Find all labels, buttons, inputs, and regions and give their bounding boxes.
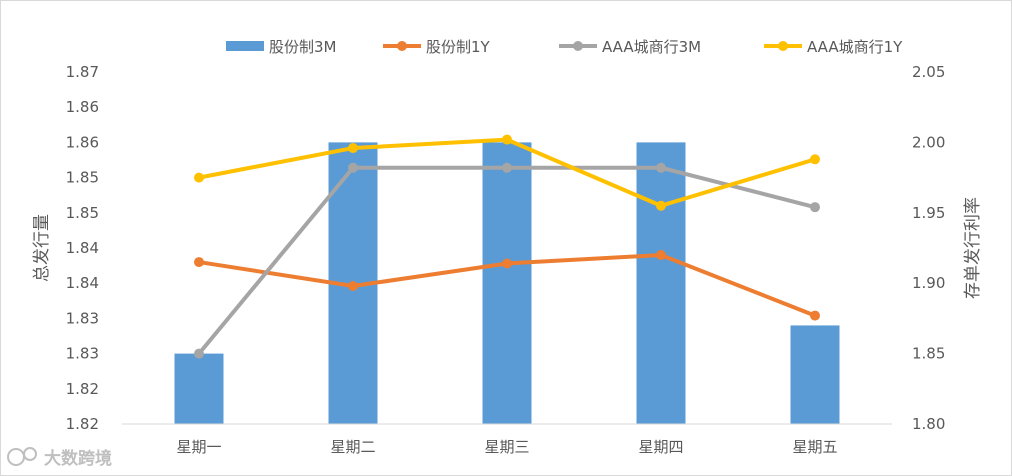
legend-marker: [573, 41, 583, 51]
bar: [790, 325, 840, 424]
legend: 股份制3M 股份制1Y AAA城商行3M AAA城商行1Y: [226, 38, 903, 56]
x-tick-label: 星期二: [330, 438, 375, 456]
data-point: [502, 258, 512, 269]
legend-label: AAA城商行3M: [602, 38, 701, 56]
legend-swatch: [226, 41, 264, 51]
watermark-logo: [7, 447, 37, 466]
y-tick-label: 1.85: [66, 169, 99, 187]
x-tick-label: 星期四: [638, 438, 683, 456]
legend-label: AAA城商行1Y: [807, 38, 903, 56]
right-axis: 2.05 2.00 1.95 1.90 1.85 1.80: [912, 63, 945, 433]
data-point: [656, 200, 666, 211]
y-tick-label: 1.82: [66, 380, 99, 398]
watermark-text: 大数跨境: [44, 448, 112, 469]
y-tick-label: 1.84: [66, 274, 99, 292]
y-tick-label: 1.83: [66, 309, 99, 327]
data-point: [348, 143, 358, 154]
left-axis: 1.87 1.86 1.86 1.85 1.85 1.84 1.84 1.83 1.83 1.82…: [66, 63, 99, 433]
y2-axis-title: 存单发行利率: [963, 197, 983, 299]
y-tick-label: 1.82: [66, 415, 99, 433]
data-point: [194, 172, 204, 183]
data-point: [810, 154, 820, 165]
x-tick-label: 星期五: [792, 438, 837, 456]
legend-label: 股份制3M: [269, 38, 337, 56]
data-point: [194, 257, 204, 268]
y2-tick-label: 2.05: [912, 63, 945, 81]
legend-marker: [397, 41, 407, 51]
y-tick-label: 1.83: [66, 345, 99, 363]
data-point: [656, 162, 666, 173]
legend-label: 股份制1Y: [426, 38, 491, 56]
x-tick-label: 星期三: [484, 438, 529, 456]
y-tick-label: 1.86: [66, 133, 99, 151]
y2-tick-label: 1.90: [912, 274, 945, 292]
y-tick-label: 1.84: [66, 239, 99, 257]
data-point: [502, 134, 512, 145]
data-point: [348, 162, 358, 173]
y-tick-label: 1.87: [66, 63, 99, 81]
bar: [174, 353, 224, 424]
data-point: [810, 310, 820, 321]
y2-tick-label: 1.85: [912, 345, 945, 363]
legend-marker: [778, 41, 788, 51]
bar-series: [174, 142, 840, 424]
bar: [636, 142, 686, 424]
y2-tick-label: 2.00: [912, 133, 945, 151]
data-point: [656, 250, 666, 261]
data-point: [810, 202, 820, 213]
y-tick-label: 1.86: [66, 98, 99, 116]
y2-tick-label: 1.80: [912, 415, 945, 433]
data-point: [348, 281, 358, 292]
line-series: [194, 134, 820, 359]
bar: [482, 142, 532, 424]
data-point: [194, 348, 204, 359]
data-point: [502, 162, 512, 173]
x-axis: 星期一 星期二 星期三 星期四 星期五: [122, 423, 892, 456]
x-tick-label: 星期一: [176, 438, 221, 456]
y-axis-title: 总发行量: [32, 214, 52, 282]
y2-tick-label: 1.95: [912, 204, 945, 222]
y-tick-label: 1.85: [66, 204, 99, 222]
